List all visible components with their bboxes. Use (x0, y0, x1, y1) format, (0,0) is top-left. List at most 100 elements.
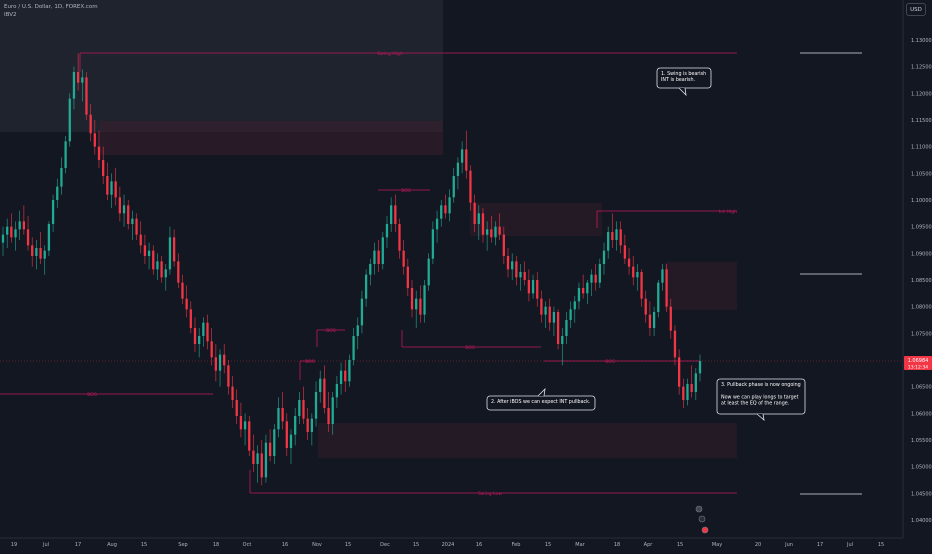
candle-body (394, 205, 397, 224)
candle-body (344, 370, 347, 382)
time-tick-label: 15 (545, 542, 551, 548)
price-tick-label: 1.07500 (911, 331, 932, 337)
candle-body (172, 237, 176, 262)
candle-body (281, 408, 284, 422)
candle-body (160, 261, 163, 278)
candle-body (335, 384, 339, 398)
candle-body (590, 274, 593, 283)
candle-body (402, 250, 405, 267)
indicator-name[interactable]: IBV2 (4, 12, 17, 18)
candle-body (331, 397, 334, 424)
price-tick-label: 1.08000 (911, 305, 932, 311)
candle-body (76, 72, 80, 83)
annotation-text: 1. Swing is bearish (661, 71, 706, 77)
candle-body (444, 205, 447, 214)
time-tick-label: May (712, 542, 722, 548)
candle-body (581, 288, 585, 294)
candle-body (452, 176, 455, 198)
candle-body (239, 416, 243, 430)
candle-body (231, 386, 234, 400)
time-tick-label: 15 (141, 542, 147, 548)
time-tick-label: 16 (476, 542, 482, 548)
candle-body (423, 285, 426, 315)
candle-body (227, 365, 230, 387)
candle-body (381, 237, 384, 264)
candle-body (202, 322, 205, 336)
candle-body (398, 224, 401, 251)
candle-body (198, 336, 201, 344)
candle-body (640, 272, 643, 299)
time-tick-label: 15 (345, 542, 351, 548)
candle-body (248, 421, 251, 451)
levels-layer: Swing High Swing Low BOS BOS BOS BOS BOS BOS Int… (0, 51, 903, 497)
candle-body (93, 133, 96, 147)
candle-body (352, 336, 355, 360)
candle-body (465, 149, 468, 171)
price-tick-label: 1.04500 (911, 491, 932, 497)
candle-body (506, 256, 510, 270)
candle-body (377, 250, 380, 264)
time-tick-label: 16 (282, 542, 288, 548)
candle-body (565, 320, 568, 336)
candle-body (373, 250, 376, 264)
candle-body (657, 282, 660, 312)
candle-body (310, 418, 313, 432)
candle-body (164, 269, 167, 278)
candle-body (39, 248, 42, 259)
event-marker (695, 505, 703, 513)
candle-body (486, 229, 489, 235)
candle-body (531, 280, 535, 294)
candle-body (385, 224, 389, 238)
candle-body (156, 261, 159, 270)
price-tick-label: 1.11500 (911, 118, 932, 124)
candle-body (552, 312, 556, 323)
candle-body (135, 218, 138, 235)
candle-body (122, 205, 126, 214)
candle-body (152, 250, 155, 270)
time-tick-label: Aug (107, 542, 117, 548)
candle-body (440, 205, 443, 219)
candle-body (118, 197, 122, 214)
candle-body (623, 245, 627, 259)
candle-body (252, 450, 255, 464)
price-tick-label: 1.12500 (911, 65, 932, 71)
current-price-value: 1.06984 (908, 358, 929, 364)
candle-body (477, 213, 480, 224)
candle-body (89, 114, 92, 134)
zone-0 (0, 0, 443, 132)
candle-body (456, 162, 460, 176)
candle-body (410, 288, 414, 310)
candle-body (277, 408, 280, 430)
candle-body (110, 181, 113, 195)
candle-body (339, 370, 343, 384)
candle-body (490, 229, 493, 238)
candle-body (81, 77, 84, 83)
currency-button[interactable]: USD (906, 3, 926, 16)
zone-4 (318, 423, 737, 458)
annotation-tail (678, 87, 687, 97)
time-tick-label: 15 (677, 542, 683, 548)
candle-body (669, 306, 672, 331)
candle-body (314, 392, 318, 419)
candle-body (289, 434, 293, 448)
price-tick-label: 1.13000 (911, 38, 932, 44)
candle-body (577, 288, 581, 302)
candle-body (627, 258, 631, 267)
candle-body (586, 282, 589, 294)
candle-body (285, 421, 288, 448)
candle-body (68, 98, 71, 142)
level-label: BOS (465, 345, 475, 351)
candle-body (427, 258, 430, 286)
candle-body (498, 226, 501, 235)
candle-body (260, 453, 263, 478)
candle-body (694, 373, 697, 392)
candle-body (648, 314, 652, 328)
candle-body (602, 250, 606, 264)
candle-body (147, 250, 151, 256)
candle-body (348, 360, 351, 382)
candle-body (356, 325, 359, 336)
price-tick-label: 1.08500 (911, 278, 932, 284)
